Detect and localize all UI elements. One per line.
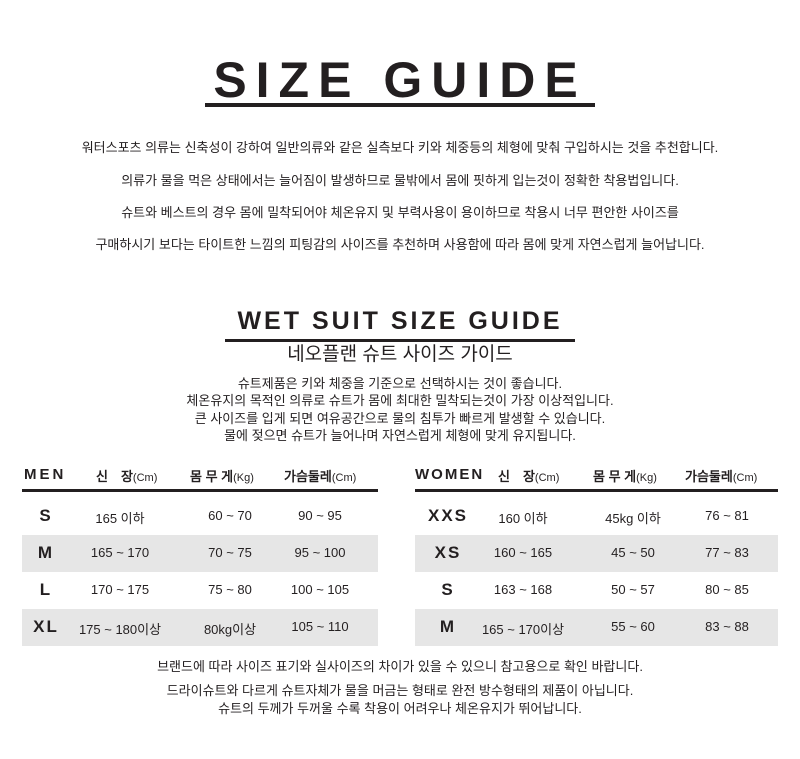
table-row: XL 175 ~ 180이상 80kg이상 105 ~ 110 <box>22 609 378 646</box>
wetsuit-line: 슈트제품은 키와 체중을 기준으로 선택하시는 것이 좋습니다. <box>237 376 563 391</box>
table-row: S 165 이하 60 ~ 70 90 ~ 95 <box>22 498 378 535</box>
chest-cell: 77 ~ 83 <box>705 545 749 560</box>
weight-cell: 55 ~ 60 <box>611 619 655 634</box>
height-cell: 170 ~ 175 <box>90 582 150 597</box>
chest-cell: 90 ~ 95 <box>298 508 342 523</box>
table-row: S 163 ~ 168 50 ~ 57 80 ~ 85 <box>415 572 778 609</box>
header-label: 몸 무 게 <box>190 469 234 484</box>
header-rule <box>415 489 778 492</box>
height-cell: 165 ~ 170 <box>90 545 150 560</box>
size-cell: M <box>439 617 457 636</box>
size-cell: S <box>441 580 455 599</box>
intro-line: 슈트와 베스트의 경우 몸에 밀착되어야 체온유지 및 부력사용이 용이하므로 … <box>121 205 679 220</box>
header-label: 신 장 <box>96 469 133 484</box>
header-rule <box>22 489 378 492</box>
height-cell: 160 이하 <box>498 511 548 526</box>
height-header: 신 장(Cm) <box>498 466 559 485</box>
weight-header: 몸 무 게(Kg) <box>190 466 254 485</box>
weight-cell: 45kg 이하 <box>605 511 661 526</box>
weight-cell: 70 ~ 75 <box>208 545 252 560</box>
wetsuit-line: 체온유지의 목적인 의류로 슈트가 몸에 최대한 밀착되는것이 가장 이상적입니… <box>186 393 614 408</box>
chest-cell: 76 ~ 81 <box>705 508 749 523</box>
chest-cell: 100 ~ 105 <box>290 582 350 597</box>
women-size-table: WOMEN 신 장(Cm) 몸 무 게(Kg) 가슴둘레(Cm) XXS 160 이하 45… <box>415 462 778 646</box>
chest-cell: 105 ~ 110 <box>291 619 349 634</box>
intro-line: 구매하시기 보다는 타이트한 느낌의 피팅감의 사이즈를 추천하며 사용함에 따… <box>95 237 705 252</box>
header-label: 신 장 <box>498 469 535 484</box>
header-unit: (Kg) <box>636 472 657 484</box>
table-header: MEN 신 장(Cm) 몸 무 게(Kg) 가슴둘레(Cm) <box>22 462 378 489</box>
chest-cell: 95 ~ 100 <box>294 545 346 560</box>
wetsuit-title: WET SUIT SIZE GUIDE <box>237 307 563 335</box>
header-unit: (Kg) <box>233 472 254 484</box>
page-title: SIZE GUIDE <box>213 52 587 108</box>
header-unit: (Cm) <box>331 472 357 484</box>
size-cell: M <box>37 543 55 562</box>
height-cell: 163 ~ 168 <box>493 582 553 597</box>
gender-label: MEN <box>24 466 66 483</box>
weight-cell: 80kg이상 <box>203 622 257 637</box>
size-cell: XS <box>434 543 462 562</box>
table-row: XXS 160 이하 45kg 이하 76 ~ 81 <box>415 498 778 535</box>
wetsuit-line: 물에 젖으면 슈트가 늘어나며 자연스럽게 체형에 맞게 유지됩니다. <box>224 428 576 443</box>
header-unit: (Cm) <box>732 472 758 484</box>
header-label: 몸 무 게 <box>593 469 637 484</box>
height-cell: 160 ~ 165 <box>493 545 553 560</box>
header-label: MEN <box>24 466 67 483</box>
table-row: M 165 ~ 170 70 ~ 75 95 ~ 100 <box>22 535 378 572</box>
chest-cell: 80 ~ 85 <box>705 582 749 597</box>
weight-cell: 50 ~ 57 <box>611 582 655 597</box>
title-underline <box>205 103 595 107</box>
size-cell: XL <box>33 617 59 636</box>
gender-label: WOMEN <box>415 466 484 483</box>
wetsuit-underline <box>225 339 575 342</box>
height-cell: 175 ~ 180이상 <box>78 622 162 637</box>
chest-header: 가슴둘레(Cm) <box>685 466 757 485</box>
table-row: M 165 ~ 170이상 55 ~ 60 83 ~ 88 <box>415 609 778 646</box>
chest-cell: 83 ~ 88 <box>705 619 749 634</box>
men-size-table: MEN 신 장(Cm) 몸 무 게(Kg) 가슴둘레(Cm) S 165 이하 60 ~ 7… <box>22 462 378 646</box>
height-cell: 165 이하 <box>95 511 145 526</box>
footer-line: 슈트의 두께가 두꺼울 수록 착용이 어려우나 체온유지가 뛰어납니다. <box>218 701 582 716</box>
header-unit: (Cm) <box>534 472 560 484</box>
size-cell: S <box>39 506 53 525</box>
height-cell: 165 ~ 170이상 <box>481 622 565 637</box>
header-unit: (Cm) <box>132 472 158 484</box>
footer-line: 브랜드에 따라 사이즈 표기와 실사이즈의 차이가 있을 수 있으니 참고용으로… <box>157 659 643 674</box>
header-label: WOMEN <box>415 466 485 483</box>
weight-cell: 75 ~ 80 <box>208 582 252 597</box>
intro-line: 의류가 물을 먹은 상태에서는 늘어짐이 발생하므로 물밖에서 몸에 핏하게 입… <box>121 173 679 188</box>
weight-cell: 45 ~ 50 <box>611 545 655 560</box>
wetsuit-subtitle: 네오플랜 슈트 사이즈 가이드 <box>287 344 513 365</box>
table-header: WOMEN 신 장(Cm) 몸 무 게(Kg) 가슴둘레(Cm) <box>415 462 778 489</box>
weight-cell: 60 ~ 70 <box>208 508 252 523</box>
table-row: L 170 ~ 175 75 ~ 80 100 ~ 105 <box>22 572 378 609</box>
weight-header: 몸 무 게(Kg) <box>593 466 657 485</box>
header-label: 가슴둘레 <box>685 469 733 484</box>
header-label: 가슴둘레 <box>284 469 332 484</box>
height-header: 신 장(Cm) <box>96 466 157 485</box>
size-cell: XXS <box>427 506 469 525</box>
wetsuit-line: 큰 사이즈를 입게 되면 여유공간으로 물의 침투가 빠르게 발생할 수 있습니… <box>194 411 606 426</box>
footer-line: 드라이슈트와 다르게 슈트자체가 물을 머금는 형태로 완전 방수형태의 제품이… <box>166 683 634 698</box>
size-cell: L <box>39 580 53 599</box>
chest-header: 가슴둘레(Cm) <box>284 466 356 485</box>
table-row: XS 160 ~ 165 45 ~ 50 77 ~ 83 <box>415 535 778 572</box>
intro-line: 워터스포츠 의류는 신축성이 강하여 일반의류와 같은 실측보다 키와 체중등의… <box>81 140 719 155</box>
